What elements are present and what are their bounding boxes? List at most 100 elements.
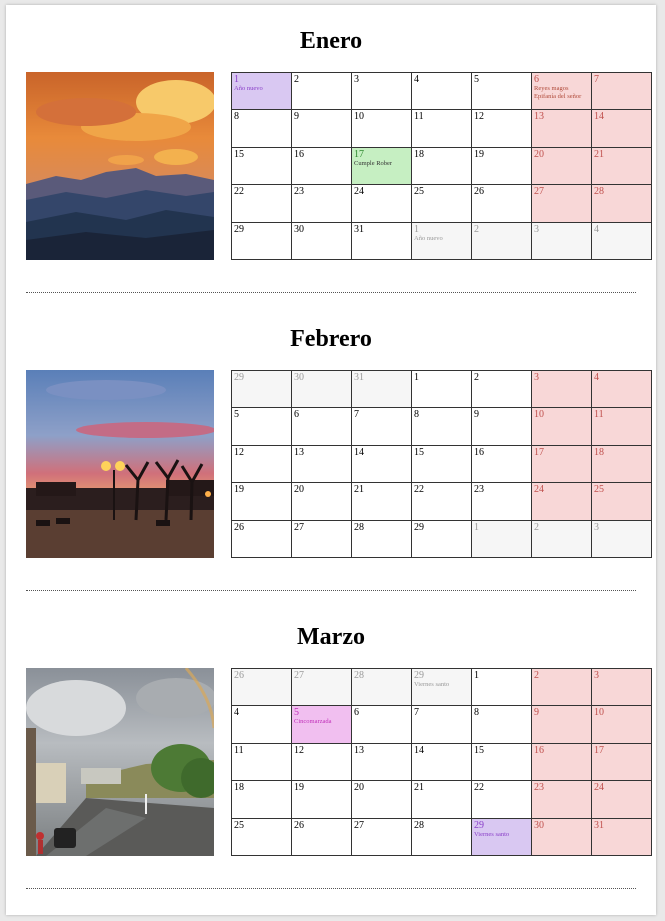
week-row: 15 16 17 Cumple Rober 18 19 20 21 [231,146,652,186]
week-row: 25 26 27 28 29 Viernes santo 30 31 [231,817,652,857]
day-cell: 24 [351,184,412,223]
day-cell: 30 [291,221,352,261]
day-event: Epifanía del señor [534,92,582,100]
day-cell: 16 [471,444,532,484]
day-cell: 7 [351,407,412,446]
day-number: 29 [234,223,244,235]
day-number: 12 [234,446,244,458]
day-cell: 19 [291,780,352,819]
day-number: 31 [354,223,364,235]
day-cell: 17 Cumple Rober [351,146,412,186]
week-row: 29 30 31 1 2 3 4 [231,369,652,409]
day-cell: 12 [291,742,352,782]
day-cell: 25 [411,184,472,223]
day-cell: 29 Viernes santo [411,667,472,707]
day-number: 1 [234,74,239,85]
week-row: 26 27 28 29 1 2 3 [231,519,652,559]
day-number: 16 [534,744,544,756]
day-cell: 8 [471,705,532,744]
day-number: 10 [354,111,364,123]
day-cell: 23 [291,184,352,223]
day-number: 18 [414,148,424,160]
day-number: 18 [234,782,244,794]
day-number: 21 [414,782,424,794]
day-cell: 19 [471,146,532,186]
day-number: 30 [534,819,544,831]
week-row: 5 6 7 8 9 10 11 [231,407,652,446]
day-cell: 25 [231,817,292,857]
day-cell: 24 [531,482,592,521]
day-cell: 19 [231,482,292,521]
day-number: 22 [474,782,484,794]
day-number: 17 [534,446,544,458]
day-number: 19 [234,484,244,496]
day-event: Viernes santo [414,681,450,688]
day-number: 23 [534,782,544,794]
day-number: 4 [234,707,239,719]
day-cell: 25 [591,482,652,521]
day-cell: 23 [471,482,532,521]
day-cell: 27 [351,817,412,857]
day-number: 19 [474,148,484,160]
day-number: 15 [234,148,244,160]
week-row: 18 19 20 21 22 23 24 [231,780,652,819]
day-number: 6 [354,707,359,719]
day-number: 3 [534,223,539,235]
day-number: 25 [594,484,604,496]
day-cell: 6 [291,407,352,446]
day-number: 13 [354,744,364,756]
day-number: 28 [354,521,364,533]
day-cell: 8 [231,109,292,148]
day-number: 29 [234,372,244,383]
day-number: 3 [594,670,599,681]
day-number: 14 [414,744,424,756]
day-number: 3 [594,521,599,533]
day-cell: 9 [291,109,352,148]
week-row: 1 Año nuevo 2 3 4 5 6 Reyes magos Epifanía del s… [231,71,652,111]
day-cell: 26 [231,519,292,559]
day-number: 1 [414,223,419,235]
day-cell: 3 [351,71,412,111]
day-event: Cumple Rober [354,159,393,167]
day-cell: 22 [471,780,532,819]
day-number: 2 [474,223,479,235]
day-number: 28 [414,819,424,831]
village-sunset-photo [26,370,214,558]
day-event: Año nuevo [234,85,263,92]
day-number: 26 [234,521,244,533]
day-number: 13 [534,111,544,123]
day-number: 2 [534,670,539,681]
section-divider [26,292,636,293]
day-cell: 5 Cincomarzada [291,705,352,744]
day-number: 18 [594,446,604,458]
day-number: 2 [294,74,299,85]
day-cell: 17 [531,444,592,484]
day-number: 29 [474,819,484,831]
week-row: 12 13 14 15 16 17 18 [231,444,652,484]
day-cell: 2 [291,71,352,111]
day-cell: 8 [411,407,472,446]
day-number: 14 [594,111,604,123]
day-cell: 31 [351,369,412,409]
day-cell: 27 [291,519,352,559]
day-cell: 9 [531,705,592,744]
day-number: 11 [414,111,424,123]
day-cell: 21 [411,780,472,819]
day-cell: 1 Año nuevo [411,221,472,261]
sunset-mountains-photo [26,72,214,260]
day-cell: 20 [351,780,412,819]
day-number: 22 [414,484,424,496]
week-row: 26 27 28 29 Viernes santo 1 2 3 [231,667,652,707]
day-cell: 2 [471,221,532,261]
day-number: 6 [294,409,299,421]
day-number: 26 [234,670,244,681]
day-cell: 10 [531,407,592,446]
day-cell: 14 [591,109,652,148]
day-cell: 29 [411,519,472,559]
day-number: 6 [534,74,539,85]
day-number: 16 [294,148,304,160]
day-number: 8 [414,409,419,421]
day-cell: 11 [591,407,652,446]
day-number: 27 [294,521,304,533]
month-title: Enero [299,28,363,54]
